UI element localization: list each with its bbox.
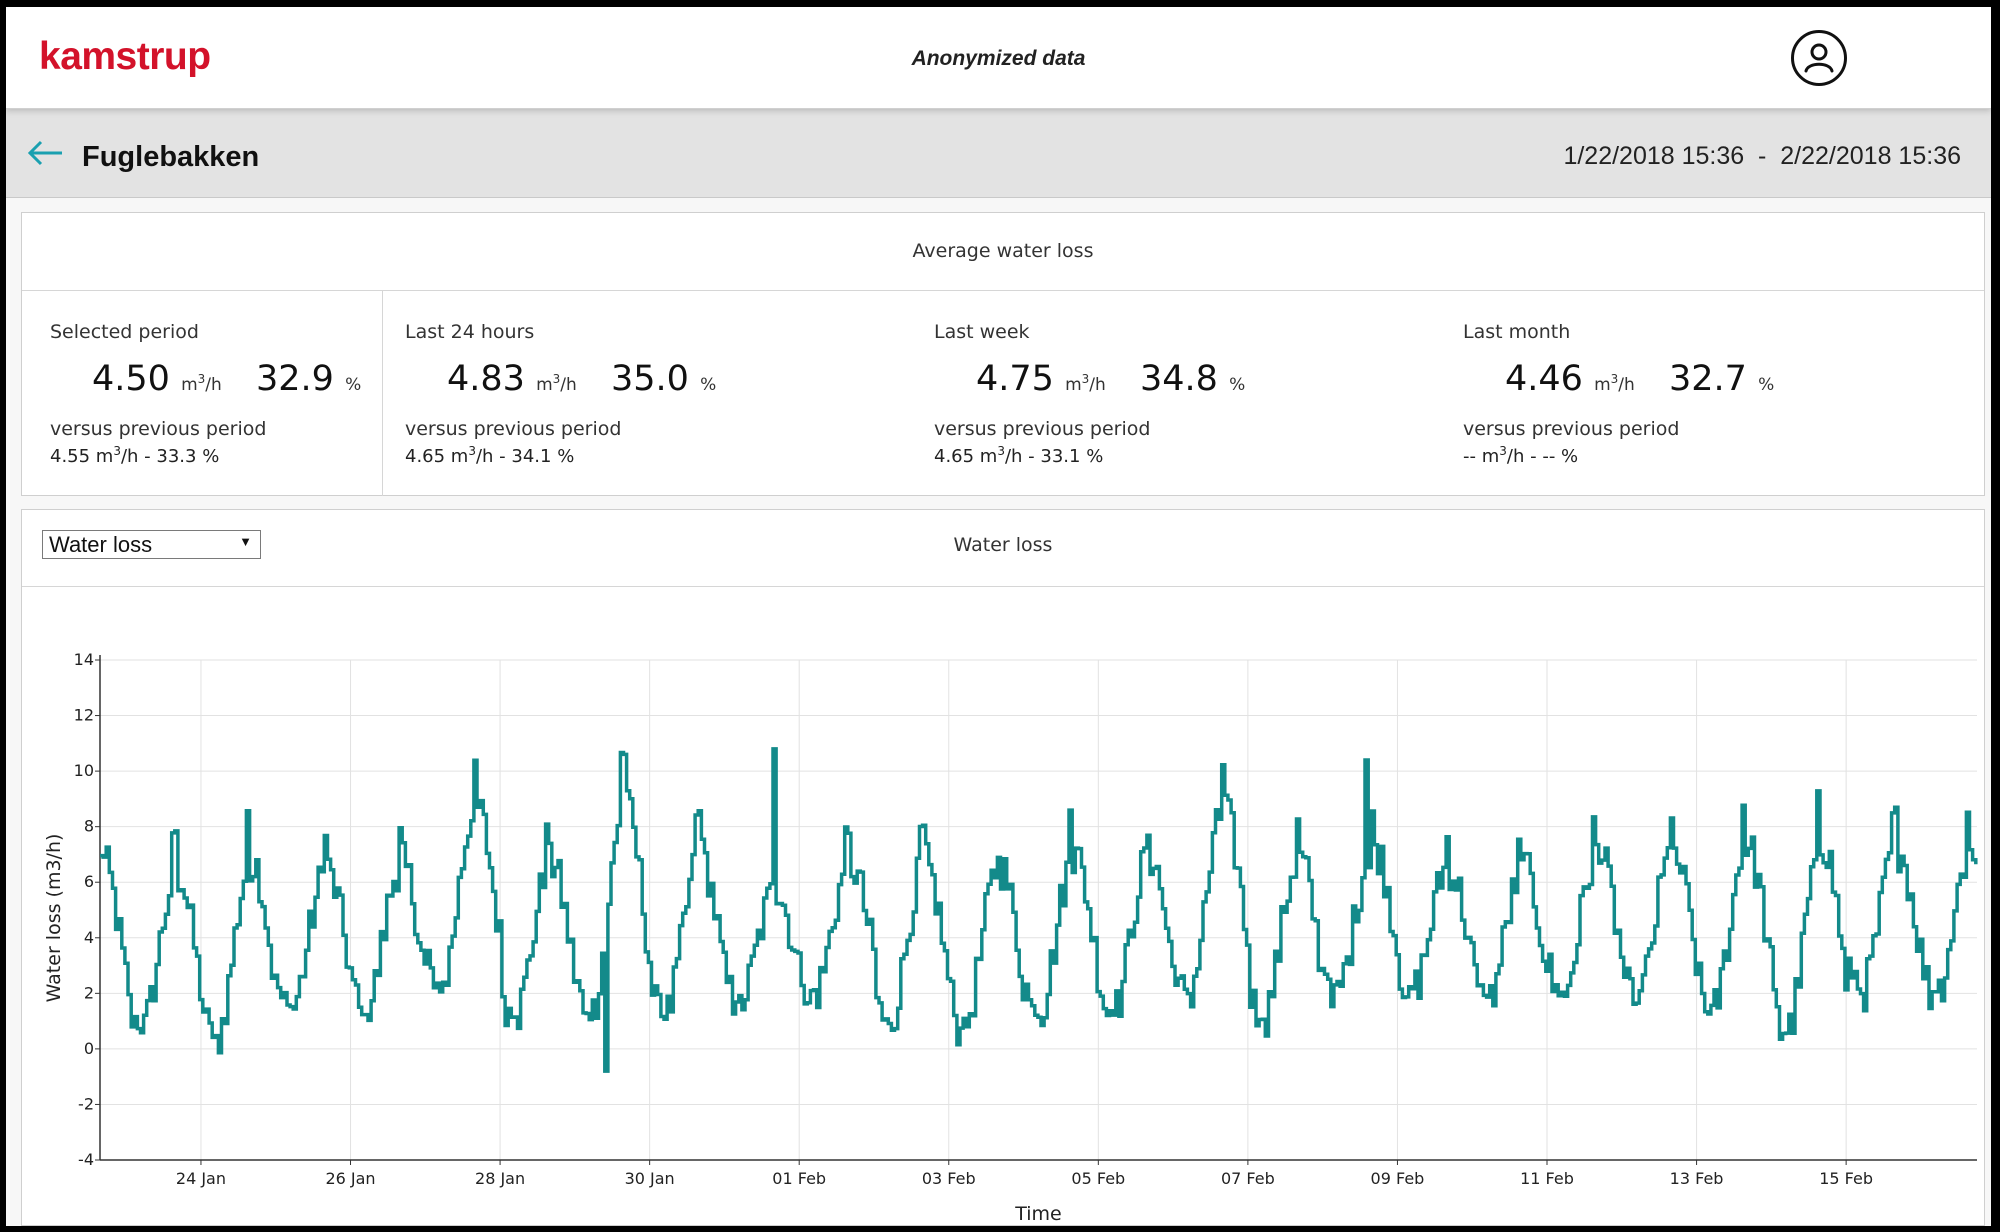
stat-flow: 4.46 m3/h: [1505, 359, 1635, 399]
stat-label: Last week: [934, 321, 1030, 343]
stat-vs-label: versus previous period: [50, 418, 267, 440]
stat-pct-value: 35.0: [611, 359, 689, 399]
stat-pct: 32.9 %: [256, 359, 361, 399]
stat-flow-unit: m3/h: [536, 372, 577, 395]
stat-last-week: Last week 4.75 m3/h 34.8 % versus previo…: [934, 291, 1434, 496]
top-bar: kamstrup Anonymized data: [6, 7, 1991, 109]
stat-flow: 4.50 m3/h: [92, 359, 222, 399]
x-tick-label: 01 Feb: [772, 1169, 826, 1188]
stat-vs-value: -- m3/h - -- %: [1463, 444, 1579, 467]
stat-last-month: Last month 4.46 m3/h 32.7 % versus previ…: [1463, 291, 1963, 496]
stat-pct-unit: %: [700, 375, 717, 395]
stat-vs-pct: 33.1: [1040, 446, 1081, 467]
stat-pct-value: 32.9: [256, 359, 334, 399]
y-tick-label: 14: [74, 650, 94, 669]
stat-vs-pct: --: [1542, 446, 1556, 467]
chart-series: [100, 747, 1978, 1073]
chart-panel-header: Water loss ▼ Water loss: [22, 510, 1984, 587]
y-tick-label: 2: [84, 983, 94, 1002]
stat-pct: 34.8 %: [1140, 359, 1245, 399]
metric-select-value: Water loss: [49, 532, 153, 557]
user-silhouette: [1804, 43, 1834, 73]
x-tick-label: 09 Feb: [1371, 1169, 1425, 1188]
kamstrup-logo[interactable]: kamstrup: [39, 35, 211, 78]
y-tick-label: 6: [84, 872, 94, 891]
x-tick-label: 15 Feb: [1819, 1169, 1873, 1188]
y-tick-label: 0: [84, 1039, 94, 1058]
chart-axes: [95, 655, 1977, 1165]
sub-header: Fuglebakken 1/22/2018 15:36 - 2/22/2018 …: [6, 109, 1991, 198]
stat-divider: [382, 291, 383, 496]
stat-flow-value: 4.50: [92, 359, 170, 399]
stat-vs-flow: 4.65: [934, 446, 975, 467]
stat-vs-label: versus previous period: [405, 418, 622, 440]
stats-panel-title: Average water loss: [22, 213, 1984, 291]
stat-flow: 4.75 m3/h: [976, 359, 1106, 399]
app-window: kamstrup Anonymized data Fuglebakken 1/2…: [6, 7, 1991, 1226]
stat-vs-label: versus previous period: [934, 418, 1151, 440]
x-tick-label: 24 Jan: [176, 1169, 226, 1188]
stat-flow: 4.83 m3/h: [447, 359, 577, 399]
date-range-picker[interactable]: 1/22/2018 15:36 - 2/22/2018 15:36: [1563, 142, 1961, 170]
y-tick-label: -4: [78, 1150, 94, 1169]
y-axis-title: Water loss (m3/h): [43, 834, 65, 1003]
stat-last-24-hours: Last 24 hours 4.83 m3/h 35.0 % versus pr…: [405, 291, 905, 496]
stat-label: Last month: [1463, 321, 1571, 343]
caret-down-icon: ▼: [239, 534, 252, 549]
x-tick-label: 07 Feb: [1221, 1169, 1275, 1188]
water-loss-series-line: [100, 747, 1978, 1073]
stat-vs-value: 4.65 m3/h - 34.1 %: [405, 444, 575, 467]
y-tick-label: 8: [84, 817, 94, 836]
stat-vs-flow: --: [1463, 446, 1476, 467]
stat-flow-unit: m3/h: [181, 372, 222, 395]
stat-vs-label: versus previous period: [1463, 418, 1680, 440]
stat-label: Last 24 hours: [405, 321, 535, 343]
stat-pct-unit: %: [1758, 375, 1775, 395]
x-tick-label: 05 Feb: [1071, 1169, 1125, 1188]
x-tick-label: 28 Jan: [475, 1169, 525, 1188]
y-tick-label: 10: [74, 761, 94, 780]
water-loss-chart-panel: Water loss ▼ Water loss -4 -2 0 2 4 6 8 10 12 14 2…: [21, 509, 1985, 1226]
stat-pct: 35.0 %: [611, 359, 716, 399]
metric-select-dropdown[interactable]: Water loss ▼: [42, 530, 261, 559]
stat-vs-pct: 34.1: [511, 446, 552, 467]
stat-label: Selected period: [50, 321, 199, 343]
chart-grid: [100, 659, 1977, 1161]
stat-flow-value: 4.46: [1505, 359, 1583, 399]
stat-flow-value: 4.75: [976, 359, 1054, 399]
arrow-left-icon[interactable]: [26, 137, 66, 169]
x-tick-label: 13 Feb: [1670, 1169, 1724, 1188]
stat-vs-value: 4.65 m3/h - 33.1 %: [934, 444, 1104, 467]
x-axis-title: Time: [1014, 1203, 1062, 1225]
page-title: Fuglebakken: [82, 141, 260, 173]
chart-title: Water loss: [953, 534, 1053, 556]
stat-vs-flow: 4.65: [405, 446, 446, 467]
y-tick-label: 4: [84, 928, 94, 947]
chart-labels: -4 -2 0 2 4 6 8 10 12 14 24 Jan 26 Jan 28 Jan 30 Jan 0…: [43, 650, 1873, 1225]
stat-pct-unit: %: [1229, 375, 1246, 395]
x-tick-label: 26 Jan: [325, 1169, 375, 1188]
anonymized-banner: Anonymized data: [911, 47, 1086, 70]
stat-selected-period: Selected period 4.50 m3/h 32.9 % versus …: [50, 291, 370, 496]
x-tick-label: 30 Jan: [625, 1169, 675, 1188]
stat-pct: 32.7 %: [1669, 359, 1774, 399]
stat-pct-value: 34.8: [1140, 359, 1218, 399]
stat-vs-value: 4.55 m3/h - 33.3 %: [50, 444, 220, 467]
stat-pct-unit: %: [345, 375, 362, 395]
y-tick-label: 12: [74, 706, 94, 725]
stat-flow-unit: m3/h: [1065, 372, 1106, 395]
water-loss-chart[interactable]: -4 -2 0 2 4 6 8 10 12 14 24 Jan 26 Jan 28 Jan 30 Jan 0…: [22, 587, 1984, 1225]
stat-flow-unit: m3/h: [1594, 372, 1635, 395]
stat-flow-value: 4.83: [447, 359, 525, 399]
stat-vs-pct: 33.3: [156, 446, 197, 467]
y-tick-label: -2: [78, 1094, 94, 1113]
average-water-loss-panel: Average water loss Selected period 4.50 …: [21, 212, 1985, 496]
user-avatar-icon[interactable]: [1791, 30, 1847, 86]
stat-pct-value: 32.7: [1669, 359, 1747, 399]
x-tick-label: 03 Feb: [922, 1169, 976, 1188]
stat-vs-flow: 4.55: [50, 446, 91, 467]
x-tick-label: 11 Feb: [1520, 1169, 1574, 1188]
